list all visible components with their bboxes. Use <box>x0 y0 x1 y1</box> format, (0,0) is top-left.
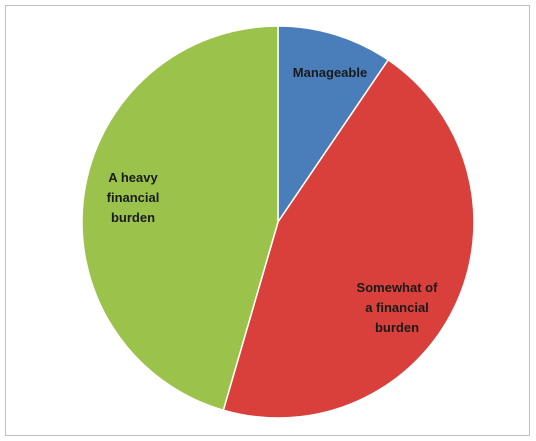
slice-label: Somewhat of a financial burden <box>356 280 438 335</box>
pie-slice <box>222 58 475 419</box>
slice-label: Manageable <box>292 65 368 80</box>
pie-slice <box>81 25 279 412</box>
slice-label: A heavy financial burden <box>106 170 160 225</box>
pie-slice <box>277 25 390 225</box>
